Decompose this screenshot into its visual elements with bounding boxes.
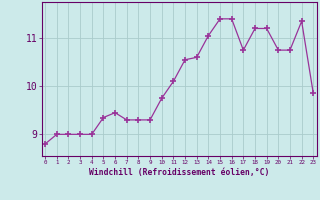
X-axis label: Windchill (Refroidissement éolien,°C): Windchill (Refroidissement éolien,°C) xyxy=(89,168,269,177)
